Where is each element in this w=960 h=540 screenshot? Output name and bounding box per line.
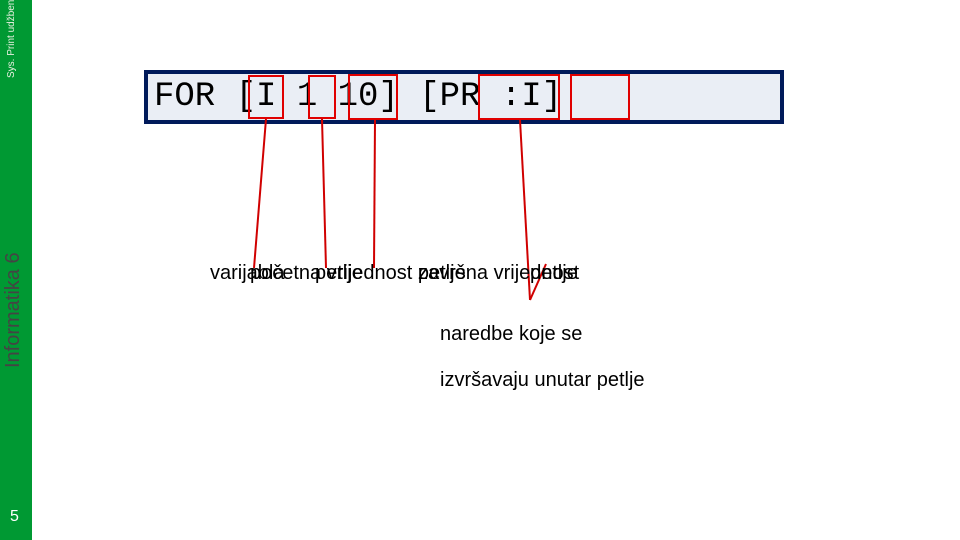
line-I bbox=[254, 119, 266, 268]
line-10 bbox=[374, 120, 375, 268]
callout-petlje2: petlje bbox=[530, 262, 578, 285]
slide: Sys. Print udžbenici n. Informatika 6 5 … bbox=[0, 0, 960, 540]
commands-line1: naredbe koje se bbox=[440, 323, 582, 345]
callout-naredbe: naredbe koje se izvršavaju unutar petlje bbox=[440, 300, 645, 392]
callout-petlje1: petlje bbox=[315, 262, 363, 285]
commands-line2: izvršavaju unutar petlje bbox=[440, 369, 645, 391]
line-1 bbox=[322, 119, 326, 268]
